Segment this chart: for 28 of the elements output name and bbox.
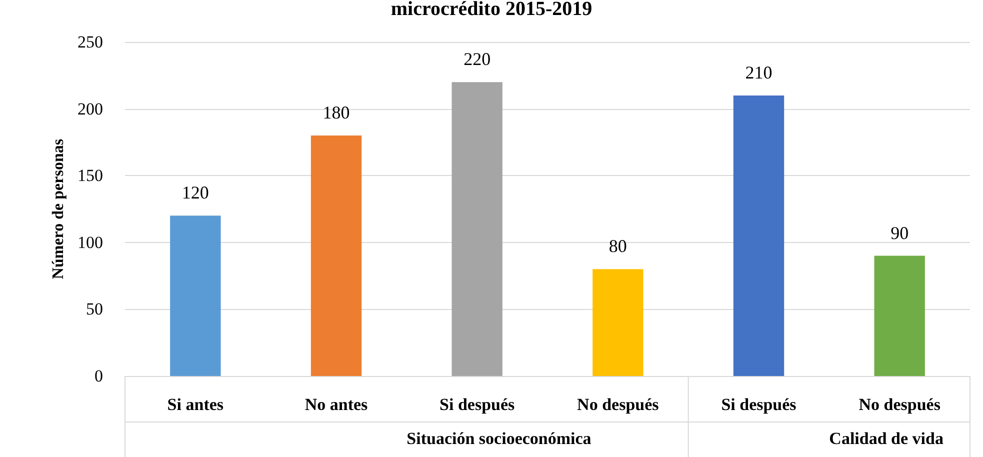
bar — [874, 256, 925, 376]
bar — [733, 95, 784, 376]
x-tick-label: Si después — [440, 395, 516, 414]
x-tick-label: No antes — [304, 395, 368, 414]
bar — [170, 216, 221, 376]
bar — [592, 269, 644, 376]
y-tick-label: 50 — [86, 300, 103, 319]
x-tick-label: No después — [577, 395, 660, 414]
data-label: 90 — [890, 222, 909, 243]
y-tick-label: 200 — [78, 99, 103, 118]
data-label: 120 — [182, 182, 209, 203]
x-tick-label: Si después — [721, 395, 797, 414]
y-tick-label: 250 — [78, 32, 103, 52]
x-tick-label: No después — [858, 395, 941, 414]
data-label: 220 — [464, 49, 491, 70]
data-label: 80 — [608, 236, 627, 256]
y-tick-label: 100 — [78, 232, 103, 252]
data-label: 180 — [322, 102, 350, 123]
y-axis-title: Número de personas — [50, 138, 68, 280]
text: Situación socioeconómica — [406, 429, 592, 448]
data-label: 210 — [745, 62, 772, 82]
x-tick-label: Si antes — [167, 395, 224, 414]
bar — [310, 136, 362, 376]
y-tick-label: 150 — [78, 166, 103, 186]
chart-title: microcrédito 2015-2019 — [390, 0, 592, 20]
y-tick-label: 0 — [94, 366, 103, 386]
text: Calidad de vida — [829, 429, 944, 448]
bar — [452, 82, 502, 376]
